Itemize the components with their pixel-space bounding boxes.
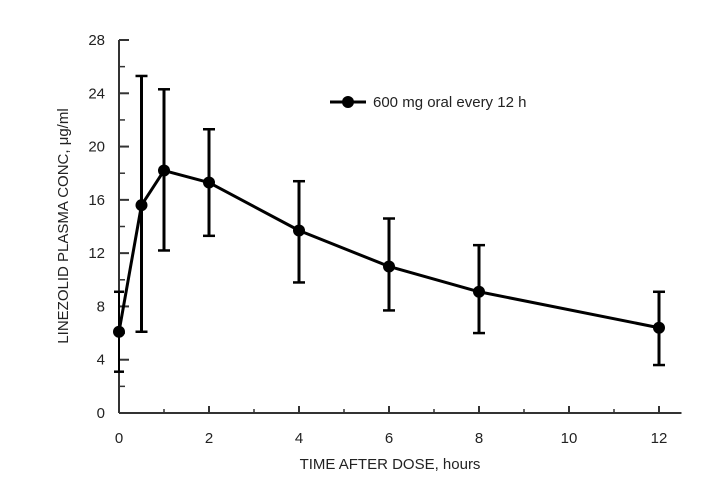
series (113, 164, 665, 338)
data-point (113, 325, 125, 338)
series-line (117, 169, 660, 333)
y-tick-label: 8 (97, 298, 105, 315)
data-point (653, 321, 665, 334)
y-tick-label: 20 (88, 139, 105, 156)
x-tick-label: 12 (651, 430, 668, 447)
legend-label: 600 mg oral every 12 h (373, 94, 526, 111)
x-tick-label: 8 (475, 430, 483, 447)
data-point (293, 224, 305, 237)
x-axis-title: TIME AFTER DOSE, hours (300, 456, 481, 473)
data-point (383, 260, 395, 273)
data-point (158, 164, 170, 177)
y-axis-title: LINEZOLID PLASMA CONC, μg/ml (55, 108, 72, 343)
data-point (473, 285, 485, 298)
x-tick-label: 10 (561, 430, 578, 447)
legend-marker (342, 96, 354, 108)
data-point (203, 176, 215, 189)
y-tick-label: 28 (88, 32, 105, 49)
y-tick-label: 0 (97, 405, 105, 422)
y-tick-label: 4 (97, 352, 105, 369)
data-point (135, 199, 148, 212)
y-tick-label: 12 (88, 245, 105, 262)
x-tick-label: 4 (295, 430, 303, 447)
legend: 600 mg oral every 12 h (330, 94, 526, 111)
x-tick-label: 0 (115, 430, 123, 447)
error-bars (114, 74, 665, 373)
y-tick-label: 24 (88, 85, 105, 102)
y-tick-label: 16 (88, 192, 105, 209)
x-tick-label: 6 (385, 430, 393, 447)
x-tick-label: 2 (205, 430, 213, 447)
